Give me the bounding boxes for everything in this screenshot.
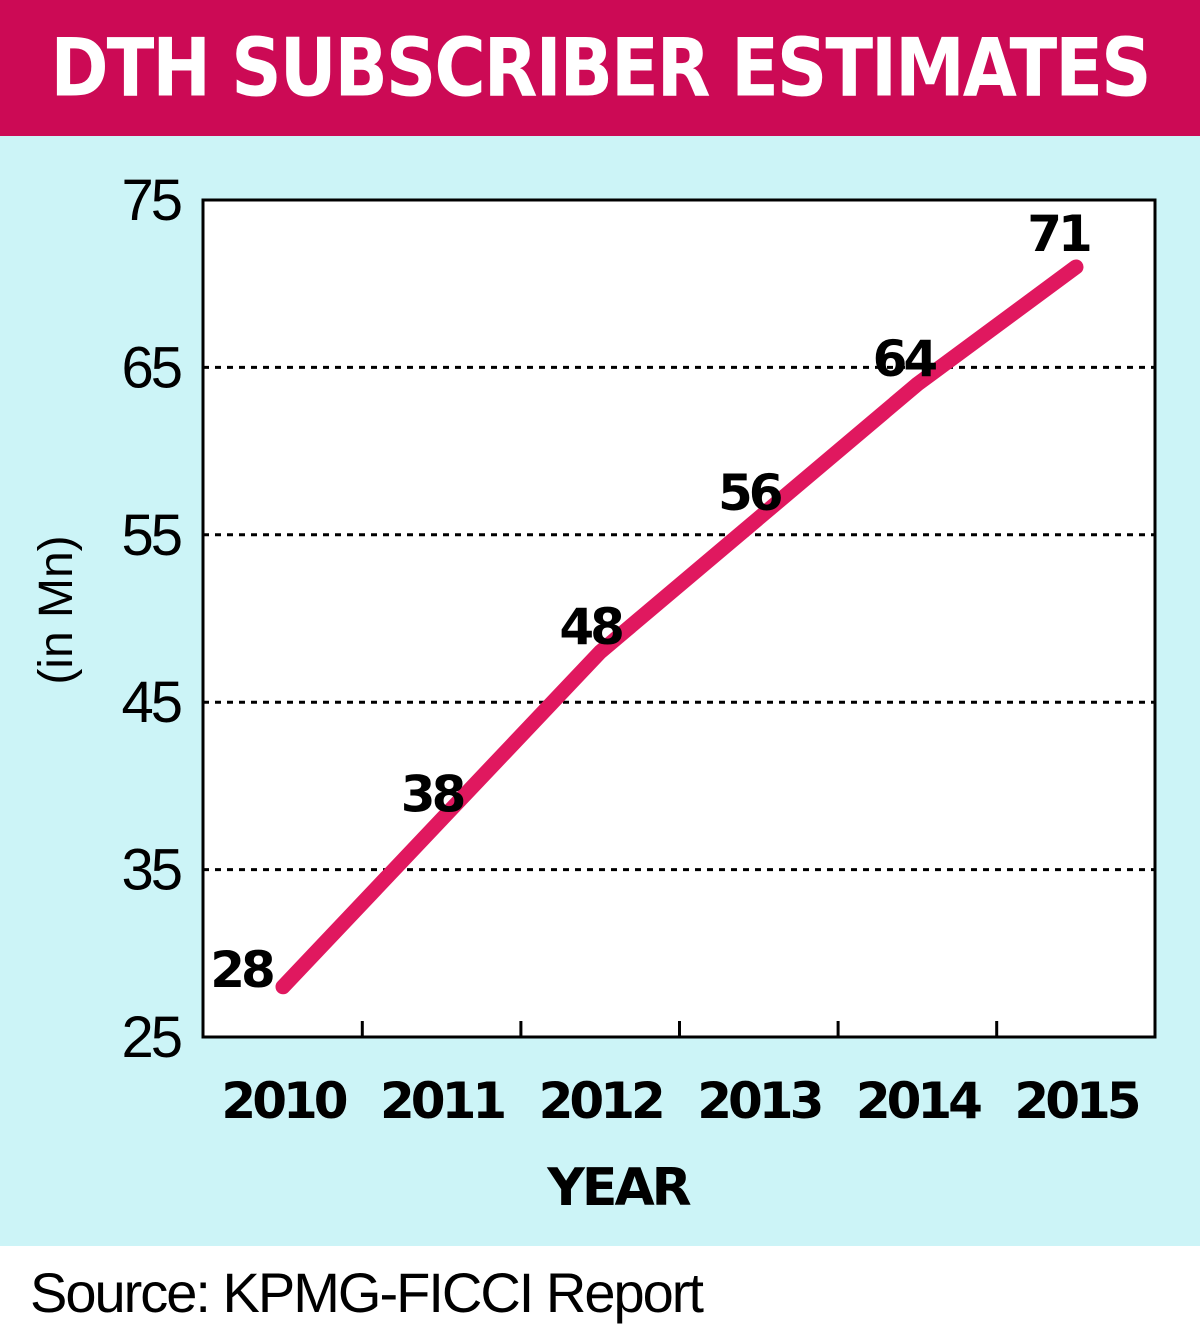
y-tick-label: 55 [121,503,180,568]
y-tick-label: 25 [121,1005,180,1070]
y-tick-label: 75 [121,168,180,233]
chart-title-banner: DTH SUBSCRIBER ESTIMATES [0,0,1200,136]
chart-title: DTH SUBSCRIBER ESTIMATES [50,20,1151,116]
source-note: Source: KPMG-FICCI Report [30,1261,704,1324]
data-labels: 28 38 48 56 64 71 [210,205,1094,999]
y-axis-title: (in Mn) [30,535,83,684]
x-tick-label: 2014 [856,1072,981,1130]
y-axis-tick-labels: 25 35 45 55 65 75 [121,168,183,1070]
data-label: 56 [718,464,782,522]
data-label: 38 [401,765,464,823]
x-axis-ticks [360,1021,999,1037]
x-axis-title: YEAR [546,1158,690,1218]
x-tick-label: 2013 [697,1072,820,1130]
y-tick-label: 45 [121,670,180,735]
x-tick-label: 2012 [539,1072,662,1130]
x-tick-label: 2011 [380,1072,504,1130]
series-line [275,259,1084,995]
data-label: 28 [210,941,273,999]
gridlines [203,365,1155,872]
y-tick-label: 65 [121,335,180,400]
x-tick-label: 2015 [1014,1072,1138,1130]
y-tick-label: 35 [121,838,180,903]
data-label: 64 [873,330,937,388]
x-tick-label: 2010 [221,1072,346,1130]
data-label: 71 [1027,205,1090,263]
data-label: 48 [559,598,622,656]
x-axis-tick-labels: 2010 2011 2012 2013 2014 2015 [221,1072,1142,1130]
